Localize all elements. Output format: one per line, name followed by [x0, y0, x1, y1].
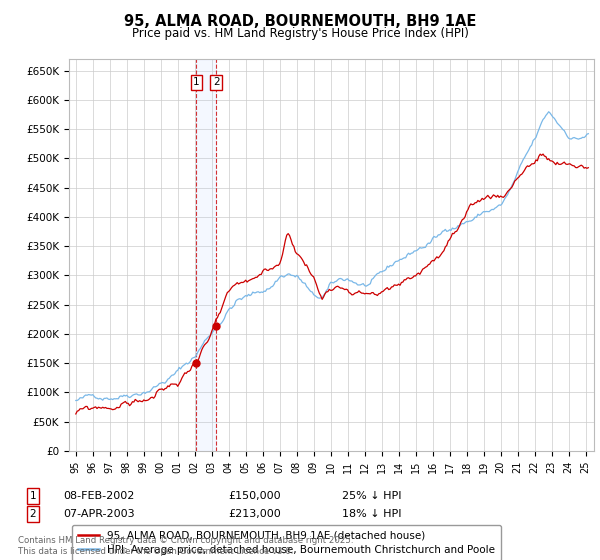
Text: 1: 1 — [193, 77, 200, 87]
Text: £213,000: £213,000 — [228, 509, 281, 519]
Text: 2: 2 — [213, 77, 220, 87]
Text: 25% ↓ HPI: 25% ↓ HPI — [342, 491, 401, 501]
Text: 08-FEB-2002: 08-FEB-2002 — [63, 491, 134, 501]
Legend: 95, ALMA ROAD, BOURNEMOUTH, BH9 1AE (detached house), HPI: Average price, detach: 95, ALMA ROAD, BOURNEMOUTH, BH9 1AE (det… — [71, 525, 501, 560]
Text: 07-APR-2003: 07-APR-2003 — [63, 509, 134, 519]
Text: Contains HM Land Registry data © Crown copyright and database right 2025.
This d: Contains HM Land Registry data © Crown c… — [18, 536, 353, 556]
Text: £150,000: £150,000 — [228, 491, 281, 501]
Text: 18% ↓ HPI: 18% ↓ HPI — [342, 509, 401, 519]
Text: Price paid vs. HM Land Registry's House Price Index (HPI): Price paid vs. HM Land Registry's House … — [131, 27, 469, 40]
Text: 95, ALMA ROAD, BOURNEMOUTH, BH9 1AE: 95, ALMA ROAD, BOURNEMOUTH, BH9 1AE — [124, 14, 476, 29]
Bar — [196, 59, 217, 451]
Text: 2: 2 — [29, 509, 37, 519]
Text: 1: 1 — [29, 491, 37, 501]
